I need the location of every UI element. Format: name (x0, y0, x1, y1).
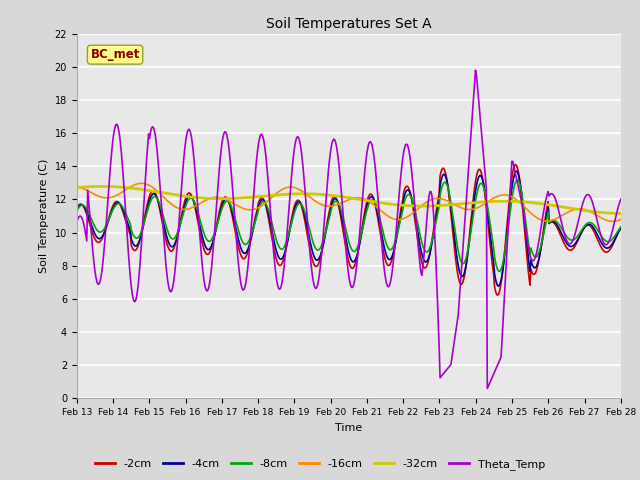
Theta_Temp (394, 213, 401, 218)
Text: BC_met: BC_met (90, 48, 140, 61)
Theta_Temp (483, 385, 491, 391)
Theta_Temp (484, 384, 492, 389)
-32cm (99, 183, 106, 189)
X-axis label: Time: Time (335, 423, 362, 432)
-4cm (617, 225, 625, 231)
Theta_Temp (169, 282, 177, 288)
-8cm (394, 230, 401, 236)
-32cm (170, 192, 178, 197)
-8cm (73, 208, 81, 214)
-4cm (513, 168, 520, 174)
-32cm (394, 202, 402, 208)
-8cm (213, 224, 221, 229)
Line: -8cm: -8cm (77, 180, 621, 272)
Theta_Temp (319, 236, 327, 241)
Theta_Temp (472, 67, 479, 73)
-16cm (394, 216, 402, 222)
Theta_Temp (617, 196, 625, 202)
-16cm (214, 194, 221, 200)
Line: -32cm: -32cm (77, 186, 621, 214)
Title: Soil Temperatures Set A: Soil Temperatures Set A (266, 17, 431, 31)
-2cm (394, 228, 401, 234)
-2cm (73, 205, 81, 211)
-2cm (483, 205, 490, 211)
Line: Theta_Temp: Theta_Temp (77, 70, 621, 388)
-16cm (170, 203, 178, 209)
Line: -4cm: -4cm (77, 171, 621, 286)
-2cm (436, 173, 444, 179)
Line: -2cm: -2cm (77, 165, 621, 295)
-8cm (617, 224, 625, 230)
-16cm (437, 196, 445, 202)
-2cm (493, 292, 501, 298)
Theta_Temp (213, 200, 221, 206)
-16cm (609, 218, 616, 224)
Line: -16cm: -16cm (77, 183, 621, 221)
-8cm (436, 192, 444, 198)
-16cm (320, 203, 328, 208)
-2cm (169, 247, 177, 252)
-16cm (483, 199, 491, 205)
-32cm (617, 211, 625, 216)
-4cm (394, 231, 401, 237)
-8cm (483, 197, 490, 203)
-32cm (437, 203, 445, 208)
-2cm (213, 222, 221, 228)
-32cm (483, 199, 491, 204)
-32cm (214, 196, 221, 202)
-4cm (436, 182, 444, 188)
Y-axis label: Soil Temperature (C): Soil Temperature (C) (39, 159, 49, 273)
Theta_Temp (436, 375, 444, 381)
-4cm (494, 283, 502, 289)
Theta_Temp (73, 220, 81, 226)
-8cm (169, 236, 177, 242)
-2cm (319, 243, 327, 249)
-2cm (617, 225, 625, 231)
-4cm (169, 243, 177, 249)
-32cm (320, 192, 328, 197)
-8cm (495, 269, 503, 275)
-4cm (73, 207, 81, 213)
-32cm (73, 185, 81, 191)
-16cm (617, 216, 625, 222)
-4cm (319, 243, 327, 249)
-16cm (73, 184, 81, 190)
Legend: -2cm, -4cm, -8cm, -16cm, -32cm, Theta_Temp: -2cm, -4cm, -8cm, -16cm, -32cm, Theta_Te… (90, 455, 550, 474)
-4cm (483, 199, 490, 205)
-2cm (511, 162, 519, 168)
-8cm (319, 239, 327, 245)
-16cm (138, 180, 145, 186)
-4cm (213, 224, 221, 230)
-8cm (513, 177, 521, 183)
